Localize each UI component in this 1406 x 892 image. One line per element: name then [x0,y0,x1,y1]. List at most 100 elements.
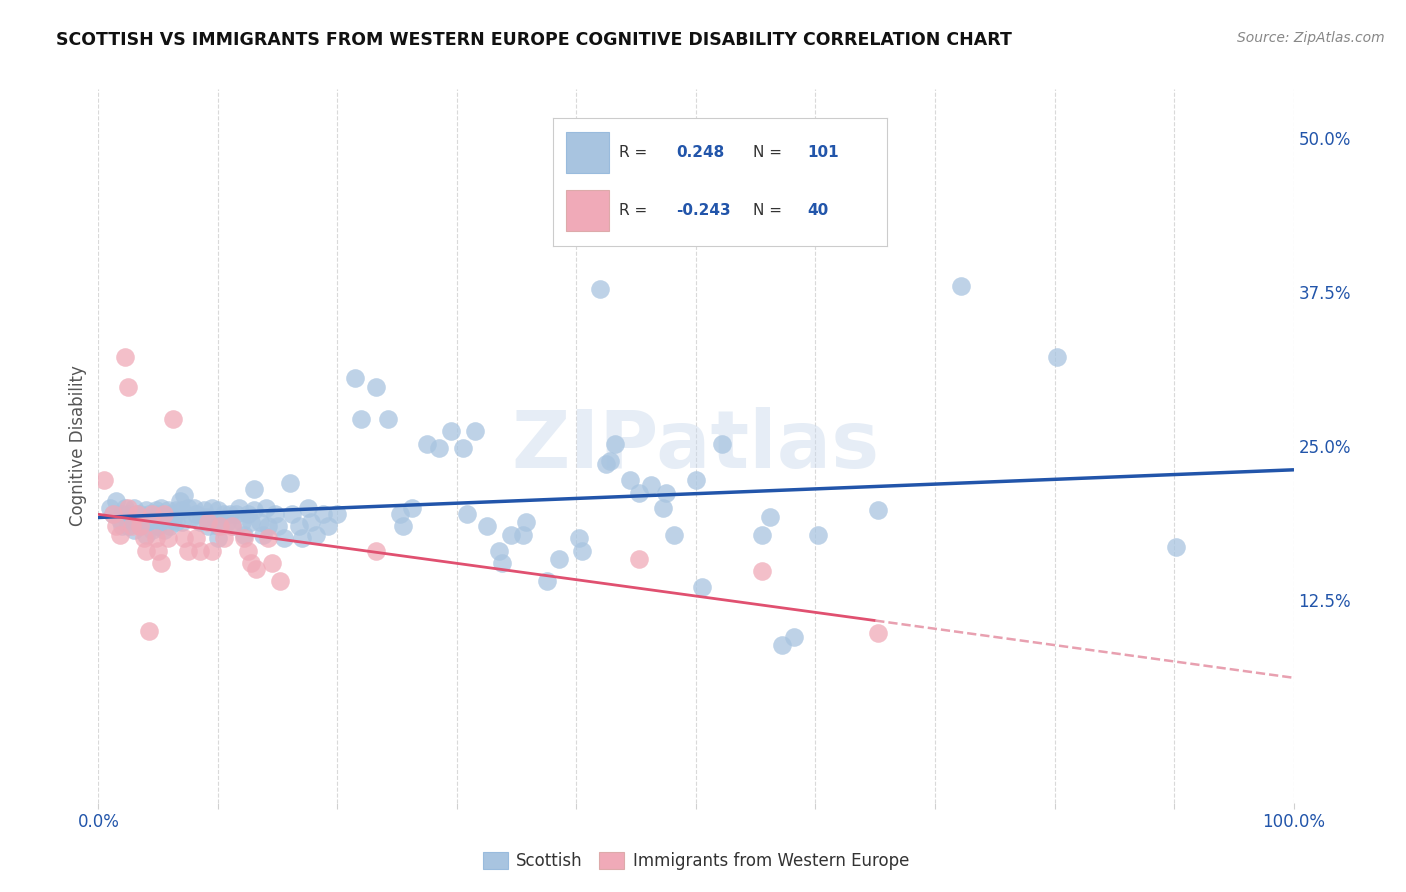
Point [172,503,194,517]
Point [392,519,415,533]
Point [252,527,274,541]
Point [135,543,157,558]
Point [141,523,163,537]
Point [589,281,612,295]
Point [148,543,170,558]
Point [101,507,124,521]
Point [475,519,498,533]
Point [866,626,889,640]
Point [148,507,170,521]
Point [165,503,187,517]
Point [599,454,621,468]
Point [105,494,128,508]
Point [138,624,160,638]
Point [105,519,128,533]
Point [159,519,181,533]
Point [751,527,773,541]
Point [114,351,136,365]
Point [129,519,152,533]
Point [101,507,124,521]
Point [950,279,973,293]
Point [416,436,439,450]
Point [145,531,167,545]
Point [264,507,287,521]
Point [278,475,301,490]
Point [141,507,163,521]
Point [273,531,295,545]
Point [651,500,673,515]
Point [236,543,259,558]
Point [640,478,662,492]
Point [125,507,148,521]
Point [866,503,889,517]
Point [440,424,463,438]
Point [759,510,782,524]
Point [257,531,280,545]
Point [427,442,450,456]
Point [141,513,163,527]
Point [595,458,617,472]
Point [177,500,200,515]
Point [197,516,219,530]
Point [219,507,242,521]
Point [299,516,322,530]
Point [690,581,713,595]
Text: Source: ZipAtlas.com: Source: ZipAtlas.com [1237,31,1385,45]
Point [162,513,184,527]
Point [194,510,218,524]
Legend: Scottish, Immigrants from Western Europe: Scottish, Immigrants from Western Europe [477,845,915,877]
Point [197,519,219,533]
Point [117,507,139,521]
Point [619,474,641,488]
Point [117,380,139,394]
Point [243,482,266,496]
Point [225,507,247,521]
Point [711,436,734,450]
Point [451,442,474,456]
Point [108,513,131,527]
Point [149,500,172,515]
Point [249,516,271,530]
Point [153,507,176,521]
Point [233,527,256,541]
Point [297,500,319,515]
Point [236,507,259,521]
Point [209,519,232,533]
Point [207,519,229,533]
Point [148,519,170,533]
Point [243,503,266,517]
Text: SCOTTISH VS IMMIGRANTS FROM WESTERN EUROPE COGNITIVE DISABILITY CORRELATION CHAR: SCOTTISH VS IMMIGRANTS FROM WESTERN EURO… [56,31,1012,49]
Point [233,531,256,545]
Point [162,412,184,426]
Point [685,474,707,488]
Point [344,371,367,385]
Point [138,507,160,521]
Point [207,531,229,545]
Point [129,507,152,521]
Point [512,527,534,541]
Point [204,513,226,527]
Point [129,519,152,533]
Point [149,556,172,570]
Point [135,503,157,517]
Point [124,523,146,537]
Point [201,543,224,558]
Point [312,507,335,521]
Point [499,527,522,541]
Point [121,519,143,533]
Text: ZIPatlas: ZIPatlas [512,407,880,485]
Point [173,488,195,502]
Point [783,630,806,644]
Point [165,516,187,530]
Point [183,500,205,515]
Point [231,516,253,530]
Point [217,516,239,530]
Point [291,531,314,545]
Point [193,503,215,517]
Point [664,527,686,541]
Point [377,412,399,426]
Point [269,574,291,589]
Point [536,574,558,589]
Point [260,556,283,570]
Point [388,507,411,521]
